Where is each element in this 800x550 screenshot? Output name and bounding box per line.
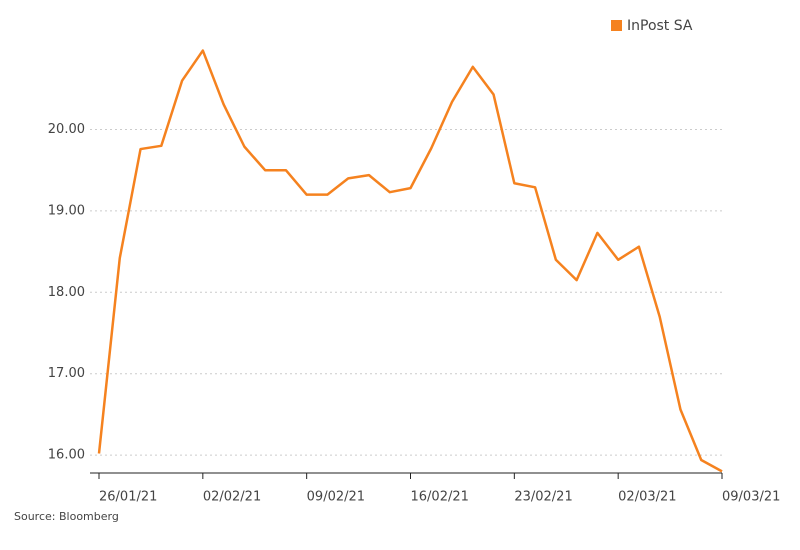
y-tick-label: 19.00 — [48, 203, 85, 218]
x-tick-label: 26/01/21 — [99, 490, 157, 505]
x-tick-label: 09/03/21 — [722, 490, 780, 505]
legend-label: InPost SA — [627, 18, 693, 34]
x-tick-label: 16/02/21 — [411, 490, 469, 505]
y-tick-label: 17.00 — [48, 366, 85, 381]
y-tick-label: 20.00 — [48, 122, 85, 137]
x-tick-label: 09/02/21 — [307, 490, 365, 505]
data-line — [97, 49, 723, 473]
y-tick-label: 18.00 — [48, 285, 85, 300]
y-tick-label: 16.00 — [48, 448, 85, 463]
x-tick-label: 02/03/21 — [618, 490, 676, 505]
x-tick-label: 02/02/21 — [203, 490, 261, 505]
x-tick-label: 23/02/21 — [514, 490, 572, 505]
source-note: Source: Bloomberg — [14, 510, 119, 523]
legend-swatch — [611, 20, 622, 31]
